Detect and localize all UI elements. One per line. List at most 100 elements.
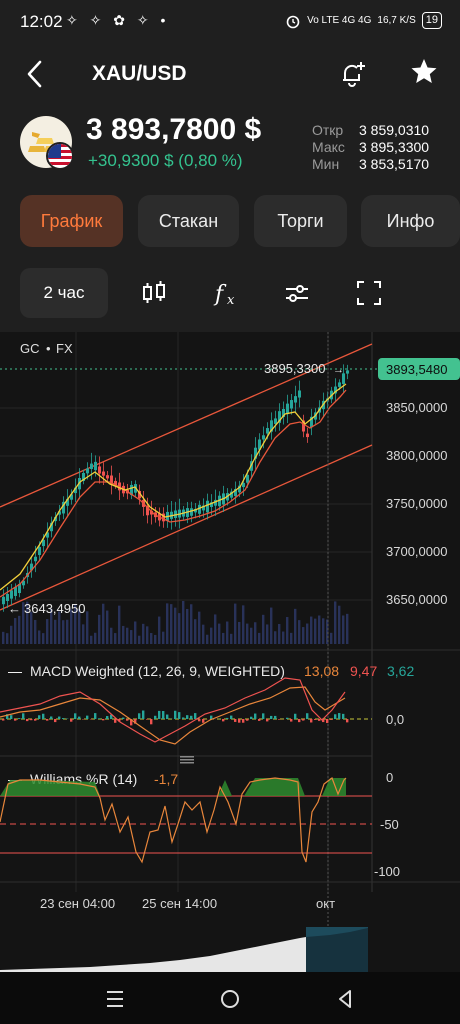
candle-body [114, 480, 117, 486]
volume-bar [26, 601, 29, 644]
stat-open: Откр 3 859,0310 [312, 122, 429, 139]
tab-trades[interactable]: Торги [254, 195, 347, 247]
volume-bar [318, 615, 321, 644]
macd-histogram-bar [114, 719, 117, 723]
volume-bar [2, 631, 5, 644]
macd-histogram-bar [74, 713, 77, 719]
macd-histogram-bar [178, 712, 181, 719]
tab-info[interactable]: Инфо [361, 195, 460, 247]
recent-apps-icon[interactable] [100, 984, 130, 1014]
macd-histogram-bar [242, 719, 245, 723]
candle-body [90, 463, 93, 469]
candle-body [54, 516, 57, 522]
volume-bar [206, 634, 209, 644]
volume-bar [210, 627, 213, 644]
candle-body [238, 485, 241, 493]
candle-body [234, 488, 237, 497]
volume-bar [42, 633, 45, 644]
macd-histogram-bar [234, 719, 237, 722]
volume-bar [314, 618, 317, 644]
candle-body [290, 400, 293, 409]
macd-histogram-bar [334, 714, 337, 719]
candle-body [346, 370, 349, 374]
williams-overbought-fill [0, 778, 346, 796]
volume-bar [198, 611, 201, 644]
macd-histogram-bar [290, 719, 293, 722]
candle-body [66, 498, 69, 506]
volume-bar [90, 635, 93, 644]
macd-histogram-bar [58, 716, 61, 719]
candle-body [22, 580, 25, 586]
candle-body [294, 396, 297, 403]
macd-collapse-icon[interactable]: — [8, 663, 22, 679]
candle-body [338, 382, 341, 387]
volume-bar [238, 621, 241, 644]
tab-order-book[interactable]: Стакан [138, 195, 239, 247]
macd-histogram-bar [2, 719, 5, 721]
battery-icon: 19 [421, 12, 442, 29]
macd-histogram-bar [190, 715, 193, 719]
tab-chart[interactable]: График [20, 195, 123, 247]
macd-histogram-bar [78, 716, 81, 719]
macd-histogram-bar [238, 719, 241, 723]
volume-bar [166, 603, 169, 644]
macd-histogram-bar [26, 719, 29, 722]
macd-histogram-bar [202, 719, 205, 723]
volume-bar [98, 614, 101, 644]
candle-body [146, 505, 149, 516]
system-nav-bar [0, 972, 460, 1024]
home-icon[interactable] [215, 984, 245, 1014]
volume-bar [254, 622, 257, 644]
candle-body [46, 532, 49, 538]
volume-bar [122, 625, 125, 644]
volume-bar [178, 613, 181, 644]
volume-bar [158, 616, 161, 644]
back-arrow-icon[interactable] [20, 58, 50, 90]
chart-area[interactable]: GC • FX 3895,3300 → ← 3643,4950 3893,548… [0, 332, 460, 972]
candle-body [334, 386, 337, 394]
volume-bar [290, 632, 293, 644]
volume-bar [22, 602, 25, 644]
volume-bar [142, 623, 145, 644]
back-icon[interactable] [330, 984, 360, 1014]
stat-value: 3 895,3300 [359, 139, 430, 155]
macd-histogram-bar [314, 719, 317, 720]
macd-histogram-bar [102, 719, 105, 721]
candle-body [282, 408, 285, 418]
candle-body [342, 373, 345, 384]
x-tick: 23 сен 04:00 [40, 896, 115, 911]
macd-histogram-bar [130, 719, 133, 726]
candlestick-type-icon[interactable] [139, 278, 169, 308]
x-tick: окт [316, 896, 335, 911]
volume-bar [250, 627, 253, 644]
candle-body [34, 556, 37, 562]
candle-body [198, 504, 201, 514]
fullscreen-icon[interactable] [354, 278, 384, 308]
candle-body [50, 522, 53, 532]
macd-histogram-bar [274, 715, 277, 719]
williams-line [0, 777, 347, 864]
y-tick: 3700,0000 [386, 544, 447, 559]
volume-bar [342, 615, 345, 644]
candle-body [74, 487, 77, 494]
volume-bar [270, 607, 273, 644]
status-bar: 12:02 ✧ ✧ ✿ ✧ • Vo LTE 4G 4G 16,7 K/S 19 [0, 0, 460, 44]
candle-body [6, 594, 9, 601]
candle-body [214, 499, 217, 506]
macd-histogram-bar [330, 719, 333, 720]
price-chart[interactable]: GC • FX 3895,3300 → ← 3643,4950 3893,548… [0, 332, 460, 972]
favorite-star-icon[interactable] [408, 56, 440, 88]
timeframe-selector[interactable]: 2 час [20, 268, 108, 318]
alarm-icon [286, 15, 300, 28]
macd-histogram-bar [266, 719, 269, 722]
volume-bar [170, 604, 173, 644]
macd-histogram-bar [6, 714, 9, 719]
volume-bar [62, 620, 65, 644]
macd-histogram-bar [150, 719, 153, 725]
williams-tick: -100 [374, 864, 400, 879]
add-alert-bell-icon[interactable] [336, 58, 368, 90]
macd-histogram-bar [326, 719, 329, 723]
candle-body [274, 418, 277, 424]
settings-sliders-icon[interactable] [282, 278, 312, 308]
